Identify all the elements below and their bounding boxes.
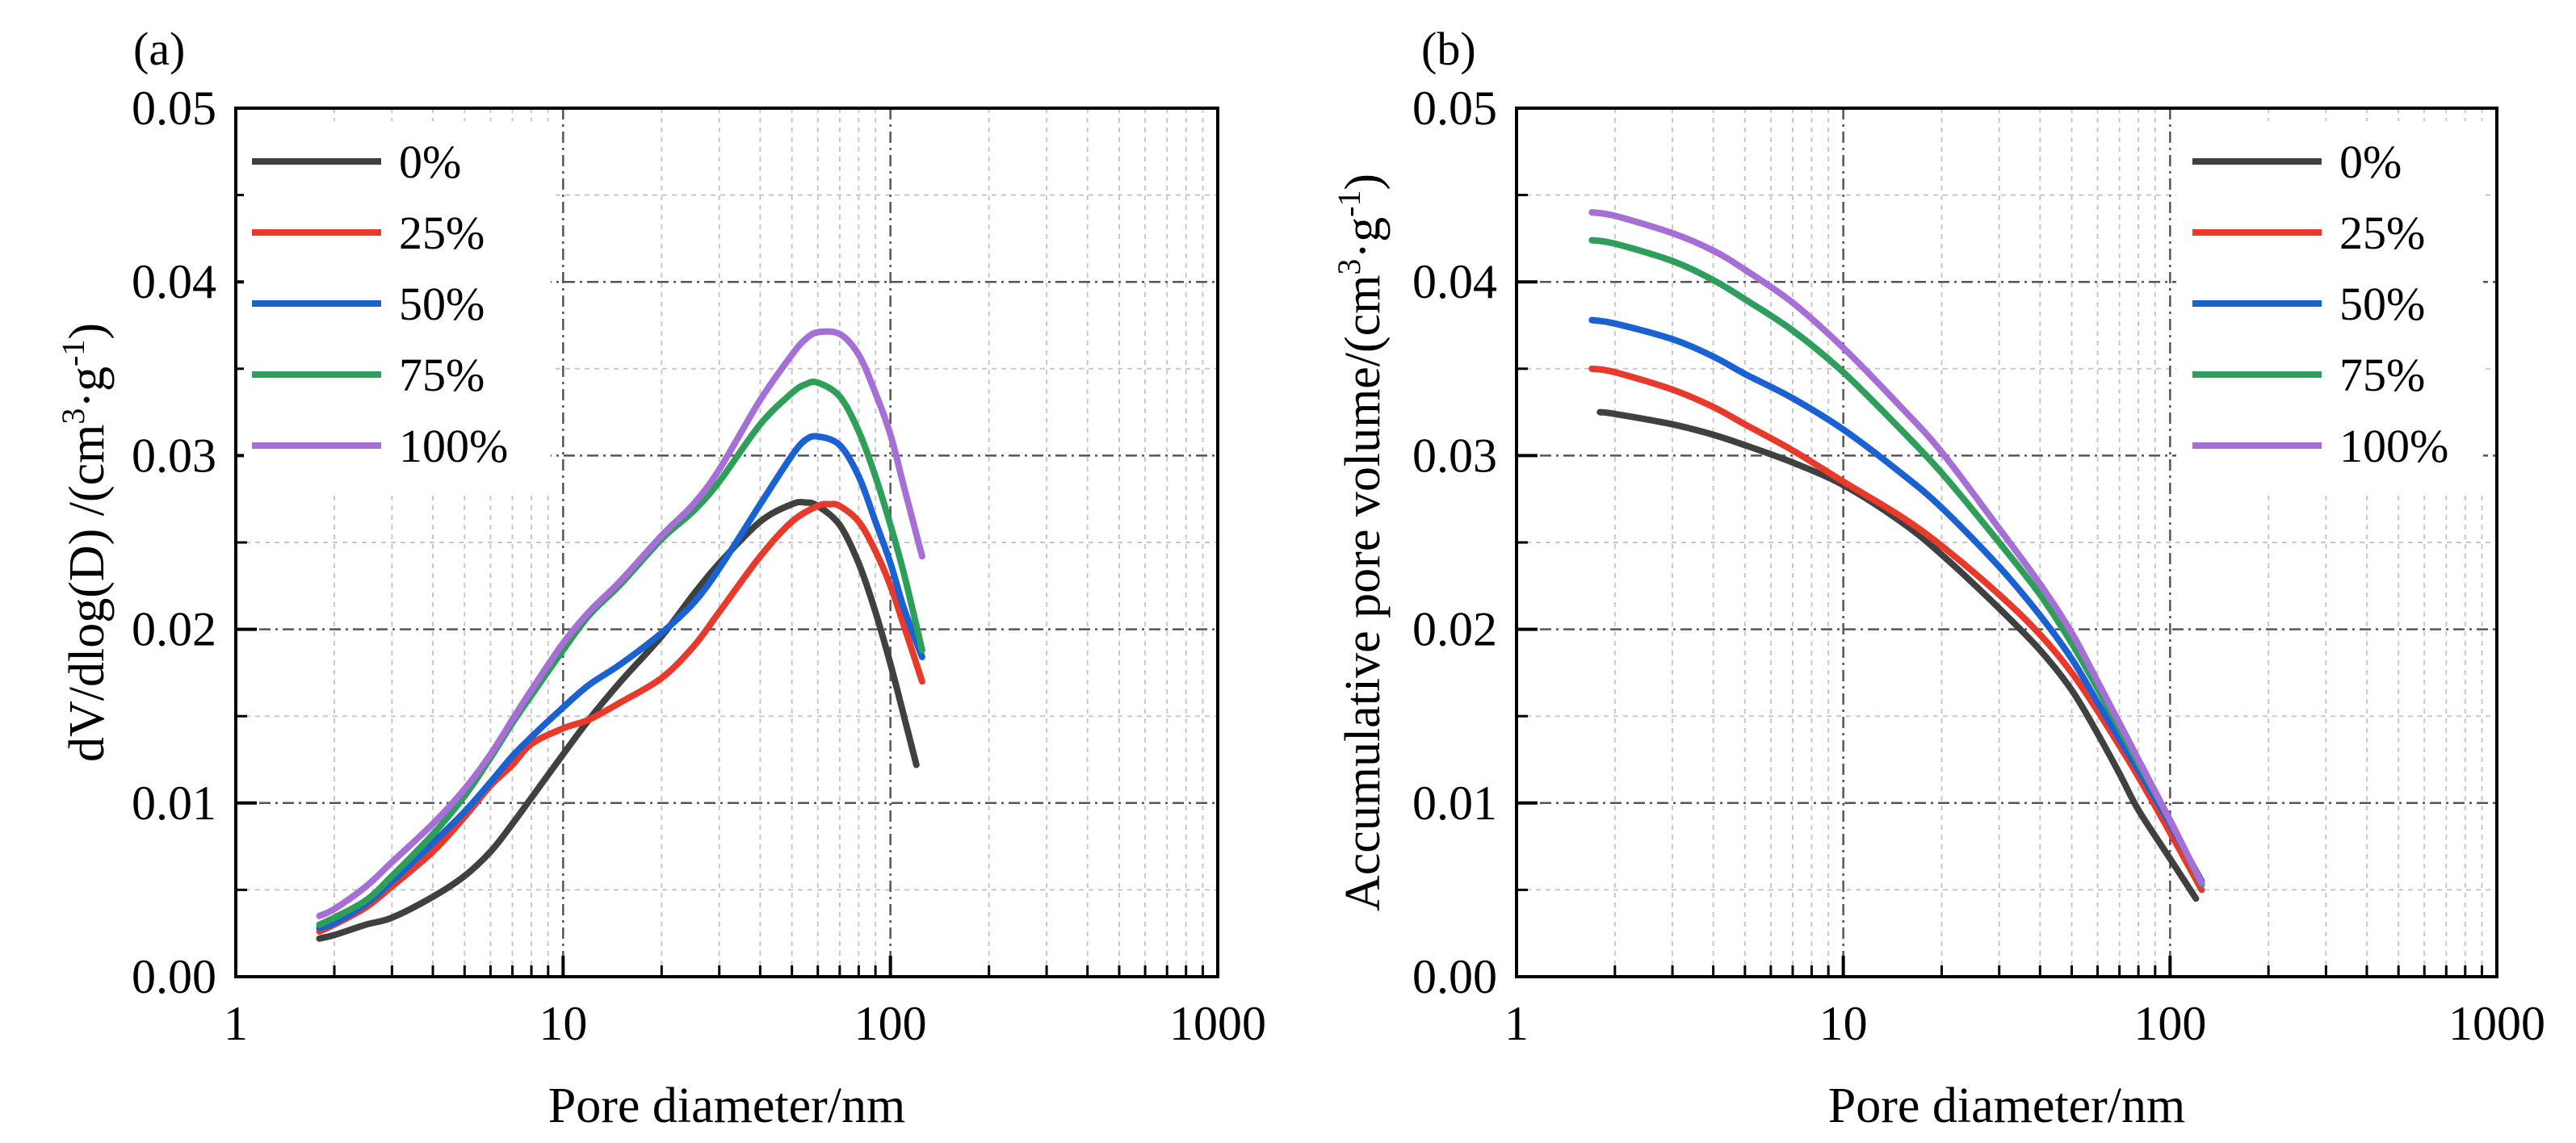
y-tick-label: 0.00 <box>1412 950 1497 1003</box>
legend-label: 25% <box>399 207 485 259</box>
y-tick-label: 0.05 <box>132 82 216 135</box>
y-tick-label: 0.03 <box>1412 429 1497 482</box>
x-tick-label: 1000 <box>2448 997 2545 1050</box>
plot-frame <box>234 107 1219 978</box>
x-tick-label: 1000 <box>1169 997 1266 1050</box>
series-line-75-percent <box>1588 237 2205 888</box>
legend-label: 0% <box>399 136 461 188</box>
plot-frame <box>1515 107 2498 978</box>
y-tick-label: 0.03 <box>132 429 216 482</box>
series-line-100-percent <box>1588 209 2205 886</box>
x-axis-title: Pore diameter/nm <box>548 1078 905 1133</box>
y-tick-label: 0.01 <box>1412 777 1497 830</box>
series-line-100-percent <box>316 328 925 919</box>
series-line-50-percent <box>316 433 925 932</box>
y-axis-title: Accumulative pore volume/(cm3·g-1) <box>1331 174 1391 911</box>
series-line-50-percent <box>1588 316 2205 885</box>
y-tick-label: 0.02 <box>132 603 216 656</box>
legend-label: 100% <box>2339 420 2448 472</box>
panel-b-chart: 1 10 100 1000 0.00 0.01 0.02 0.03 0.04 0.05 0% 25% 5… <box>1331 23 2545 1133</box>
x-tick-label: 1 <box>224 997 248 1050</box>
x-tick-label: 10 <box>539 997 587 1050</box>
x-axis-title: Pore diameter/nm <box>1828 1078 2185 1133</box>
panel-a-chart: 1 10 100 1000 0.00 0.01 0.02 0.03 0.04 0.05 0% 25% 5… <box>55 23 1266 1133</box>
x-tick-label: 1 <box>1504 997 1529 1050</box>
panel-label: (b) <box>1421 23 1476 75</box>
legend-label: 75% <box>2339 349 2425 401</box>
y-axis-title: dV/dlog(D) /(cm3·g-1) <box>55 323 115 762</box>
legend-label: 25% <box>2339 207 2425 259</box>
legend-label: 50% <box>2339 278 2425 330</box>
legend-label: 100% <box>399 420 508 472</box>
y-tick-label: 0.01 <box>132 777 216 830</box>
legend-label: 75% <box>399 349 485 401</box>
legend-label: 50% <box>399 278 485 330</box>
x-tick-label: 10 <box>1819 997 1868 1050</box>
y-tick-label: 0.04 <box>1412 255 1497 308</box>
series-line-25-percent <box>1588 365 2205 894</box>
legend-label: 0% <box>2339 136 2402 188</box>
y-tick-label: 0.02 <box>1412 603 1497 656</box>
x-tick-label: 100 <box>854 997 927 1050</box>
series-line-25-percent <box>316 500 925 935</box>
y-tick-label: 0.05 <box>1412 82 1497 135</box>
y-tick-label: 0.04 <box>132 255 216 308</box>
panel-label: (a) <box>133 23 185 75</box>
y-tick-label: 0.00 <box>132 950 216 1003</box>
x-tick-label: 100 <box>2133 997 2206 1050</box>
series-line-0-percent <box>1596 408 2200 902</box>
